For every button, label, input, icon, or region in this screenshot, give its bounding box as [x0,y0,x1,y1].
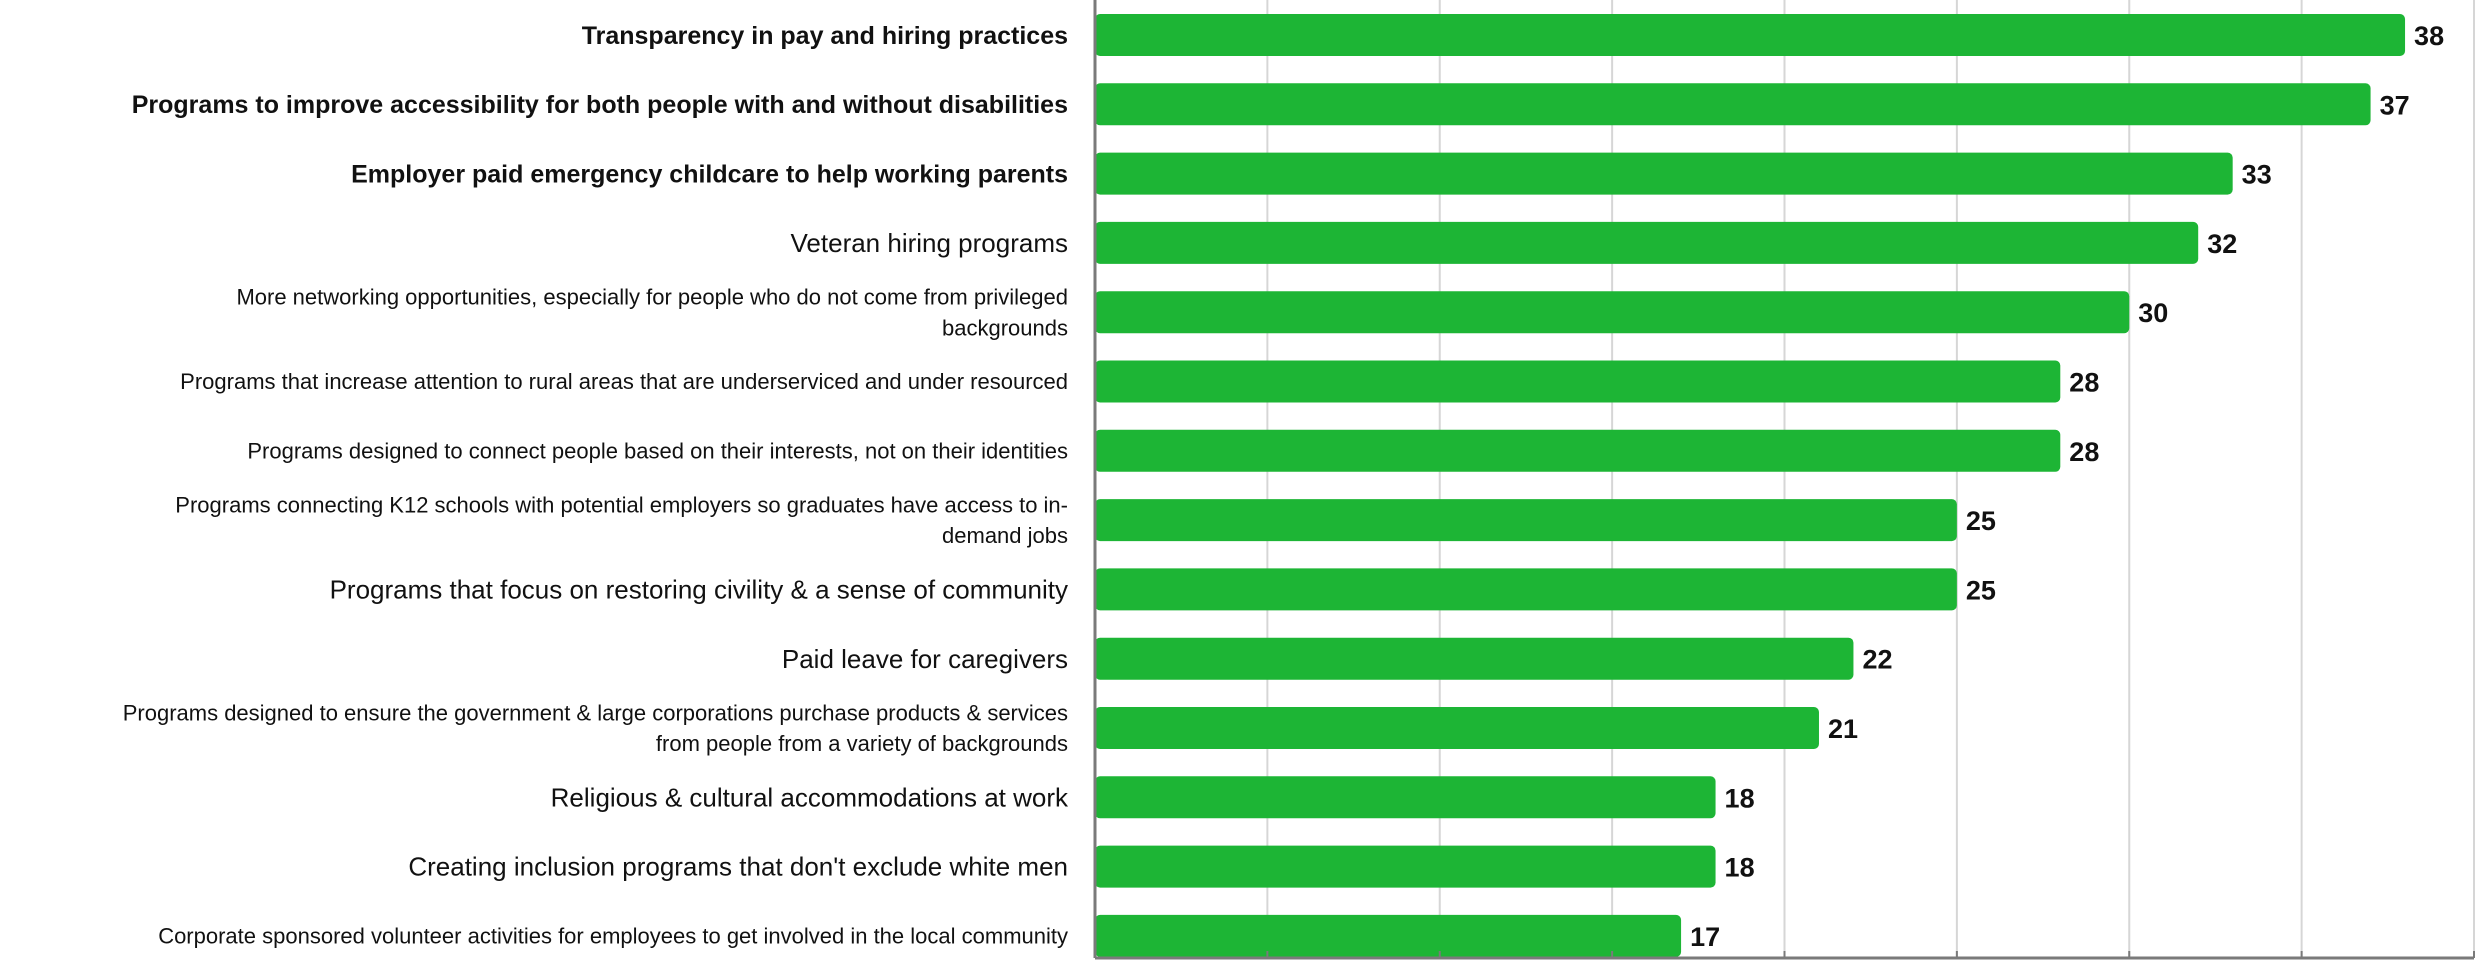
bar [1095,914,1682,957]
bar [1095,845,1716,888]
data-label: 17 [1690,922,1720,952]
bar [1095,429,2061,472]
data-label: 32 [2207,229,2237,259]
category-label-line: demand jobs [942,523,1068,548]
category-label-line: from people from a variety of background… [656,731,1068,756]
category-label-line: Programs that focus on restoring civilit… [330,575,1068,605]
category-label-line: Programs to improve accessibility for bo… [132,91,1068,119]
bars [1095,14,2406,957]
category-label: Corporate sponsored volunteer activities… [158,924,1068,949]
category-label: Programs designed to ensure the governme… [123,700,1068,756]
bar [1095,221,2199,264]
bar [1095,499,1957,542]
data-label: 38 [2414,21,2444,51]
data-label: 30 [2138,298,2168,328]
data-label: 21 [1828,714,1858,744]
category-label-line: Programs designed to connect people base… [247,439,1068,464]
category-label-line: Corporate sponsored volunteer activities… [158,924,1068,949]
bar [1095,83,2371,126]
data-label: 18 [1725,783,1755,813]
category-label: Programs that focus on restoring civilit… [330,575,1068,605]
category-label-line: Transparency in pay and hiring practices [582,22,1068,50]
bar [1095,568,1957,611]
category-label-line: Paid leave for caregivers [782,644,1068,674]
category-label-line: Programs connecting K12 schools with pot… [175,492,1068,517]
category-label: Programs designed to connect people base… [247,439,1068,464]
bar [1095,707,1819,749]
category-label: Veteran hiring programs [791,228,1068,258]
category-label-line: backgrounds [942,315,1068,340]
data-label: 18 [1725,853,1755,883]
bar [1095,776,1716,819]
bar [1095,152,2233,195]
bar [1095,637,1854,680]
data-label: 25 [1966,506,1996,536]
category-labels: Transparency in pay and hiring practices… [123,22,1069,949]
data-label: 28 [2069,368,2099,398]
category-label-line: Religious & cultural accommodations at w… [551,782,1069,812]
data-label: 28 [2069,437,2099,467]
category-label-line: Employer paid emergency childcare to hel… [351,160,1068,188]
category-label: Programs that increase attention to rura… [180,369,1068,394]
category-label: More networking opportunities, especiall… [236,285,1068,341]
category-label: Creating inclusion programs that don't e… [408,852,1068,882]
category-label: Paid leave for caregivers [782,644,1068,674]
data-label: 37 [2380,90,2410,120]
value-labels: 38 37 33 32 30 28 28 25 25 22 21 18 18 17 [1690,21,2444,952]
category-label: Transparency in pay and hiring practices [582,22,1068,50]
data-label: 33 [2242,160,2272,190]
category-label: Programs connecting K12 schools with pot… [175,492,1068,548]
data-label: 25 [1966,575,1996,605]
bar [1095,14,2406,56]
bar [1095,360,2061,403]
category-label-line: Veteran hiring programs [791,228,1068,258]
category-label-line: More networking opportunities, especiall… [236,285,1068,310]
category-label-line: Creating inclusion programs that don't e… [408,852,1068,882]
category-label: Employer paid emergency childcare to hel… [351,160,1068,188]
category-label: Religious & cultural accommodations at w… [551,782,1069,812]
axes [1093,0,2475,960]
category-label-line: Programs designed to ensure the governme… [123,700,1068,725]
category-label: Programs to improve accessibility for bo… [132,91,1068,119]
bar [1095,291,2130,334]
data-label: 22 [1862,645,1892,675]
category-label-line: Programs that increase attention to rura… [180,369,1068,394]
